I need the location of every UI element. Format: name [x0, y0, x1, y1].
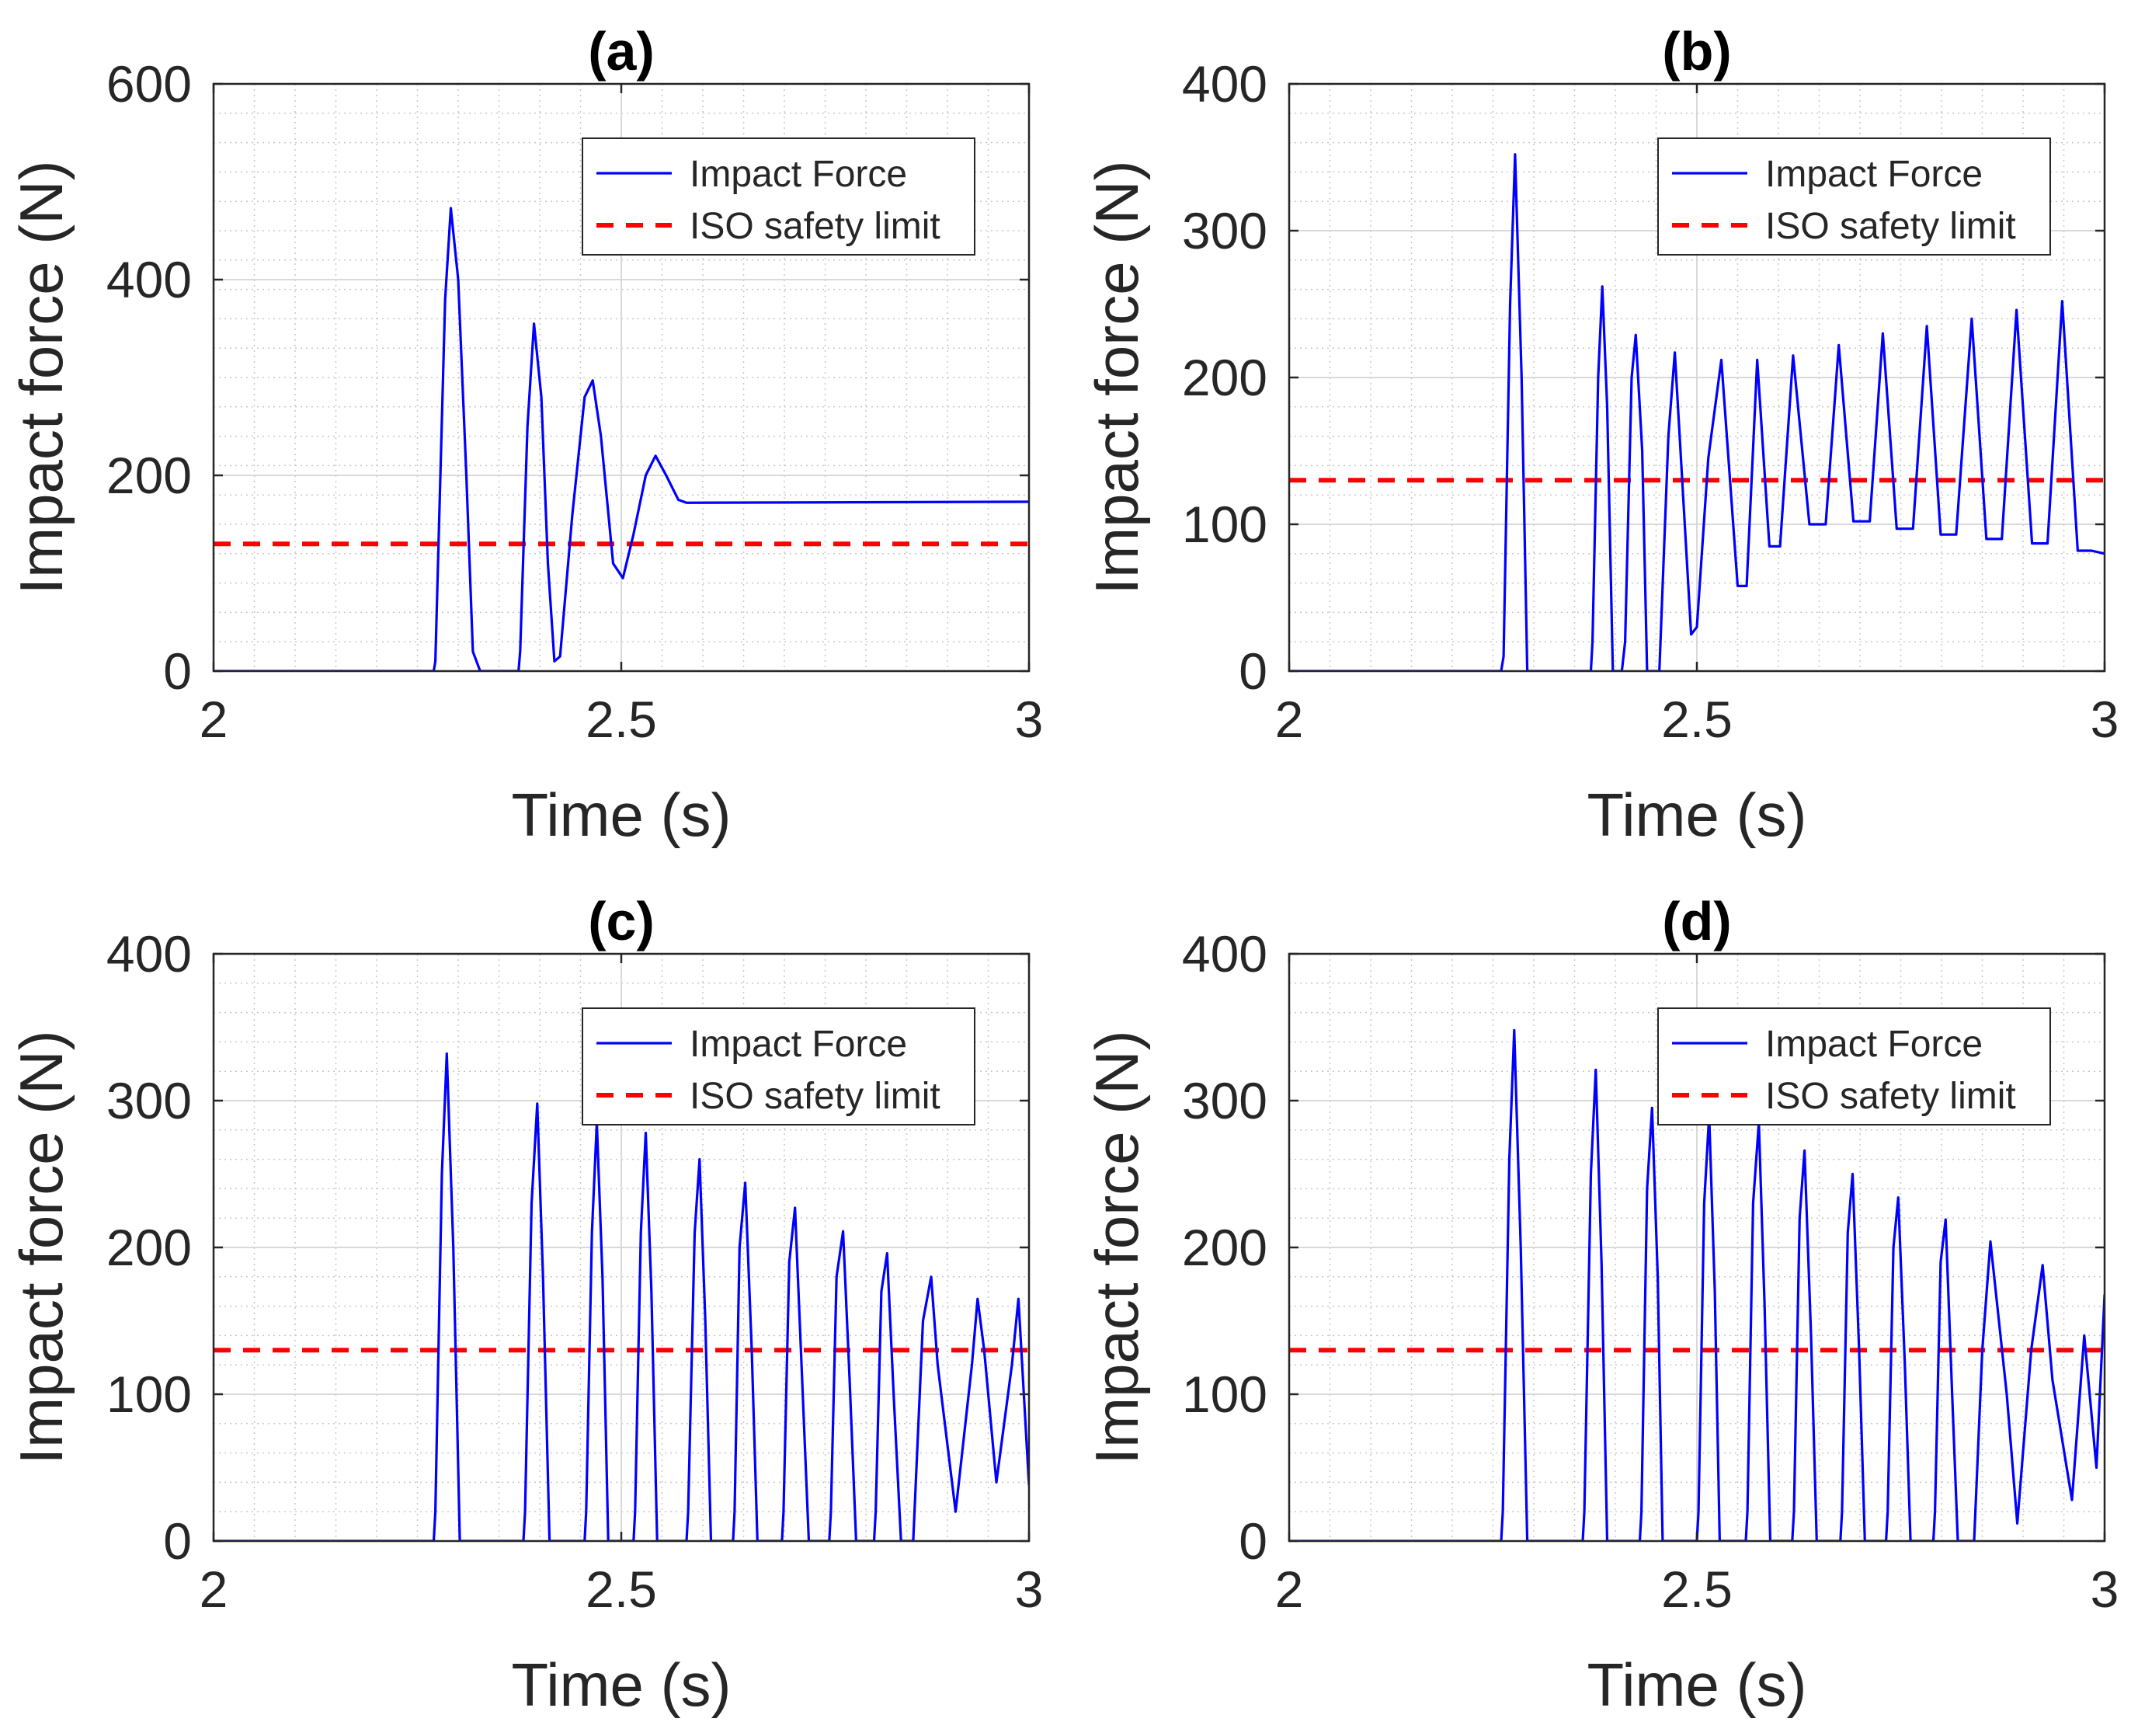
panel-c: 2 2.5 3 0 100 200 300 400 (c) Time (s) Impact forc… — [7, 891, 1043, 1719]
y-axis-label: Impact force (N) — [1083, 1030, 1151, 1464]
panel-title: (d) — [1662, 891, 1731, 951]
y-tick-label: 0 — [163, 1512, 192, 1570]
x-tick-label: 3 — [1015, 1560, 1044, 1618]
y-tick-label: 200 — [1182, 349, 1267, 406]
x-tick-label: 3 — [1015, 691, 1044, 748]
x-axis-label: Time (s) — [1587, 1651, 1806, 1719]
panel-d: 2 2.5 3 0 100 200 300 400 (d) Time (s) Impact forc… — [1083, 891, 2119, 1719]
x-tick-label: 3 — [2091, 1560, 2119, 1618]
legend: Impact Force ISO safety limit — [582, 137, 975, 256]
legend-box — [1657, 1007, 2051, 1125]
data-layer — [214, 207, 1029, 671]
legend-entry-label: Impact Force — [1765, 154, 1983, 195]
panel-b: 2 2.5 3 0 100 200 300 400 (b) Time (s) Impact forc… — [1083, 21, 2119, 849]
impact-force-line — [214, 1052, 1029, 1541]
legend-entry-label: Impact Force — [1765, 1024, 1983, 1065]
legend-entry-label: ISO safety limit — [1765, 1076, 2016, 1117]
y-tick-label: 400 — [106, 251, 192, 308]
y-tick-label: 300 — [1182, 1072, 1267, 1129]
panel-title: (a) — [588, 21, 655, 82]
y-tick-label: 400 — [1182, 925, 1267, 983]
legend: Impact Force ISO safety limit — [1657, 137, 2051, 256]
y-tick-label: 600 — [106, 55, 192, 113]
x-axis-label: Time (s) — [1587, 781, 1806, 849]
y-tick-label: 100 — [106, 1365, 192, 1423]
legend-entry-label: Impact Force — [690, 154, 907, 195]
y-tick-label: 0 — [163, 642, 192, 700]
impact-force-line — [214, 207, 1029, 671]
y-tick-label: 300 — [1182, 202, 1267, 259]
x-tick-label: 2 — [1275, 691, 1304, 748]
y-tick-label: 100 — [1182, 1365, 1267, 1423]
legend-box — [582, 137, 975, 256]
legend-entry-label: ISO safety limit — [690, 1076, 940, 1117]
y-tick-label: 300 — [106, 1072, 192, 1129]
y-tick-label: 100 — [1182, 496, 1267, 553]
x-axis-label: Time (s) — [511, 781, 731, 849]
y-tick-label: 200 — [106, 1219, 192, 1276]
panel-a: 2 2.5 3 0 200 400 600 (a) Time (s) Impact force (… — [7, 21, 1043, 849]
x-tick-label: 2.5 — [586, 691, 657, 748]
data-layer — [214, 1052, 1029, 1541]
legend: Impact Force ISO safety limit — [1657, 1007, 2051, 1125]
impact-force-line — [1289, 1028, 2105, 1541]
legend: Impact Force ISO safety limit — [582, 1007, 975, 1125]
y-tick-label: 0 — [1239, 642, 1267, 700]
y-axis-label: Impact force (N) — [1083, 160, 1151, 594]
panel-title: (b) — [1662, 21, 1731, 82]
y-tick-label: 400 — [1182, 55, 1267, 113]
x-tick-label: 2 — [200, 1560, 228, 1618]
y-tick-label: 0 — [1239, 1512, 1267, 1570]
y-tick-label: 400 — [106, 925, 192, 983]
x-tick-label: 3 — [2091, 691, 2119, 748]
x-tick-label: 2 — [200, 691, 228, 748]
y-axis-label: Impact force (N) — [7, 1030, 75, 1464]
legend-box — [1657, 137, 2051, 256]
legend-box — [582, 1007, 975, 1125]
x-tick-label: 2 — [1275, 1560, 1304, 1618]
panel-title: (c) — [588, 891, 655, 951]
impact-force-line — [1289, 153, 2105, 671]
x-tick-label: 2.5 — [1661, 691, 1733, 748]
legend-entry-label: ISO safety limit — [690, 206, 940, 247]
data-layer — [1289, 1028, 2105, 1541]
y-tick-label: 200 — [1182, 1219, 1267, 1276]
y-axis-label: Impact force (N) — [7, 160, 75, 594]
data-layer — [1289, 153, 2105, 671]
legend-entry-label: Impact Force — [690, 1024, 907, 1065]
x-tick-label: 2.5 — [586, 1560, 657, 1618]
x-tick-label: 2.5 — [1661, 1560, 1733, 1618]
x-axis-label: Time (s) — [511, 1651, 731, 1719]
legend-entry-label: ISO safety limit — [1765, 206, 2016, 247]
y-tick-label: 200 — [106, 447, 192, 504]
